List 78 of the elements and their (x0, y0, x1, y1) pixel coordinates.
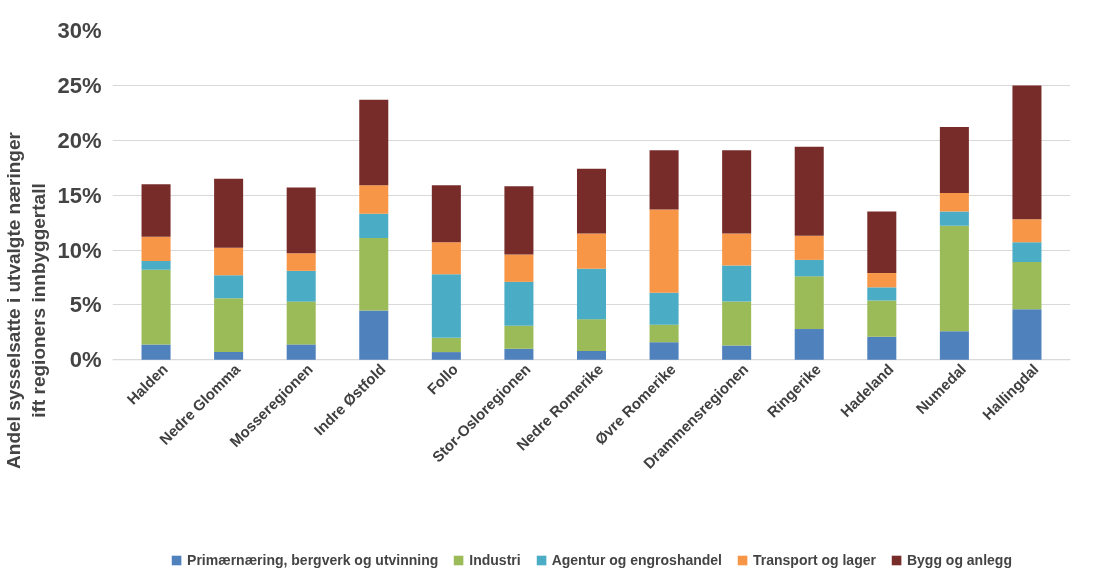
bar (867, 211, 897, 274)
bar (867, 300, 897, 337)
bar (359, 213, 389, 238)
bar (794, 146, 824, 236)
bar (576, 233, 607, 269)
legend-label: Agentur og engroshandel (551, 552, 723, 568)
bar (431, 185, 461, 243)
y-tick-label: 15% (57, 182, 102, 208)
y-tick-label: 25% (57, 72, 102, 98)
bar (576, 319, 607, 351)
bar (649, 292, 679, 325)
bar (722, 233, 752, 266)
y-tick-label: 20% (57, 127, 102, 153)
bar (141, 236, 171, 261)
bar (794, 276, 824, 330)
bar (939, 225, 969, 332)
bar (359, 185, 389, 214)
bar (722, 150, 752, 234)
bar (722, 345, 752, 360)
bar (794, 235, 824, 260)
bar (141, 260, 171, 270)
bar (649, 324, 679, 343)
bar (794, 329, 824, 360)
bar (141, 184, 171, 237)
bar (504, 325, 534, 349)
bar (722, 265, 752, 302)
legend-label: Primærnæring, bergverk og utvinning (187, 552, 439, 568)
bar (504, 348, 534, 360)
bar (649, 342, 679, 360)
bar (649, 209, 679, 293)
bar (359, 237, 389, 311)
bar (286, 253, 316, 271)
y-tick-label: 5% (69, 292, 102, 318)
bar (1012, 262, 1042, 310)
bar (939, 331, 969, 360)
bar (286, 301, 316, 345)
bar (722, 301, 752, 346)
bar (286, 187, 316, 254)
bar (867, 273, 897, 288)
bar (504, 281, 534, 326)
bar (1012, 219, 1042, 243)
bar (214, 298, 244, 353)
bar (939, 127, 969, 193)
bar (504, 186, 534, 255)
bar (141, 344, 171, 360)
bar (214, 178, 244, 248)
bar (286, 270, 316, 302)
y-tick-label: 10% (57, 237, 102, 263)
bar (939, 211, 969, 226)
bar (214, 275, 244, 299)
bar (431, 274, 461, 338)
bar (431, 352, 461, 360)
bar (214, 352, 244, 360)
bar (1012, 242, 1042, 263)
bar (431, 242, 461, 275)
y-axis-title: Andel sysselsatte i utvalgte næringer ift regioners innbyggertall (3, 131, 50, 469)
bar (576, 168, 607, 234)
legend-label: Bygg og anlegg (906, 552, 1012, 568)
bar (576, 350, 607, 360)
bar (141, 269, 171, 345)
bar (359, 99, 389, 186)
bar (214, 247, 244, 276)
bar (867, 336, 897, 360)
bar (1012, 85, 1042, 220)
bar (867, 287, 897, 301)
bar (431, 337, 461, 353)
bar (939, 192, 969, 212)
bar (794, 259, 824, 277)
bar (576, 268, 607, 320)
legend-label: Industri (469, 552, 521, 568)
bar (1012, 309, 1042, 360)
bar (286, 344, 316, 360)
bar (359, 310, 389, 360)
bar (504, 254, 534, 282)
legend-label: Transport og lager (753, 552, 876, 568)
y-tick-label: 0% (69, 347, 102, 373)
bar (649, 150, 679, 210)
y-tick-label: 30% (57, 18, 102, 43)
